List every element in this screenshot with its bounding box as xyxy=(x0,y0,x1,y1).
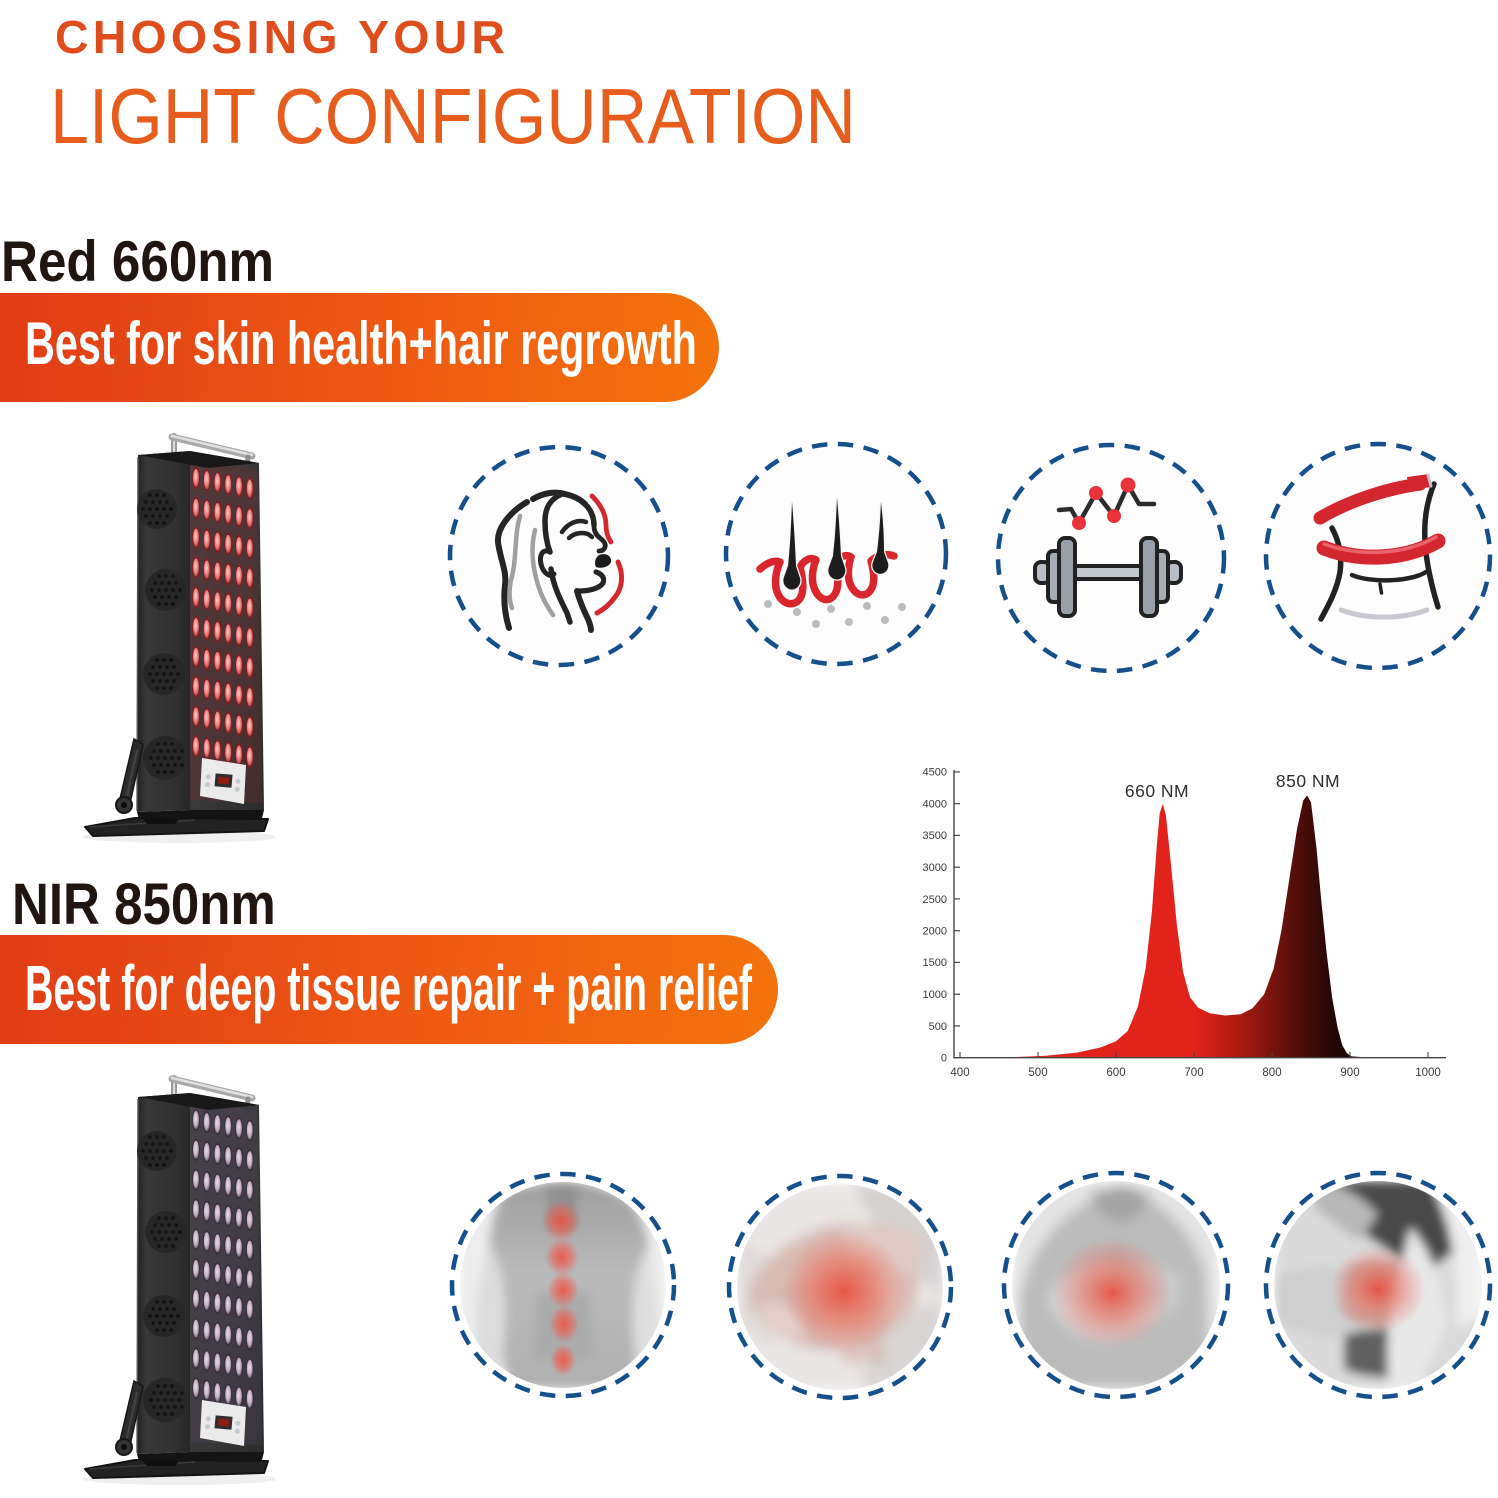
svg-text:500: 500 xyxy=(929,1021,947,1033)
svg-text:2000: 2000 xyxy=(923,926,947,938)
svg-text:2500: 2500 xyxy=(923,894,947,906)
svg-text:3500: 3500 xyxy=(923,830,947,842)
svg-text:800: 800 xyxy=(1262,1067,1281,1079)
svg-text:500: 500 xyxy=(1028,1067,1047,1079)
svg-text:1000: 1000 xyxy=(923,989,947,1001)
svg-text:850 NM: 850 NM xyxy=(1276,771,1340,791)
svg-text:900: 900 xyxy=(1340,1067,1359,1079)
svg-text:600: 600 xyxy=(1106,1067,1125,1079)
svg-text:4500: 4500 xyxy=(923,767,947,779)
svg-text:1000: 1000 xyxy=(1415,1067,1441,1079)
svg-text:4000: 4000 xyxy=(923,799,947,811)
svg-text:3000: 3000 xyxy=(923,862,947,874)
svg-text:0: 0 xyxy=(941,1053,947,1065)
svg-text:1500: 1500 xyxy=(923,957,947,969)
svg-text:660 NM: 660 NM xyxy=(1125,781,1189,801)
svg-text:700: 700 xyxy=(1184,1067,1203,1079)
svg-text:400: 400 xyxy=(950,1067,969,1079)
